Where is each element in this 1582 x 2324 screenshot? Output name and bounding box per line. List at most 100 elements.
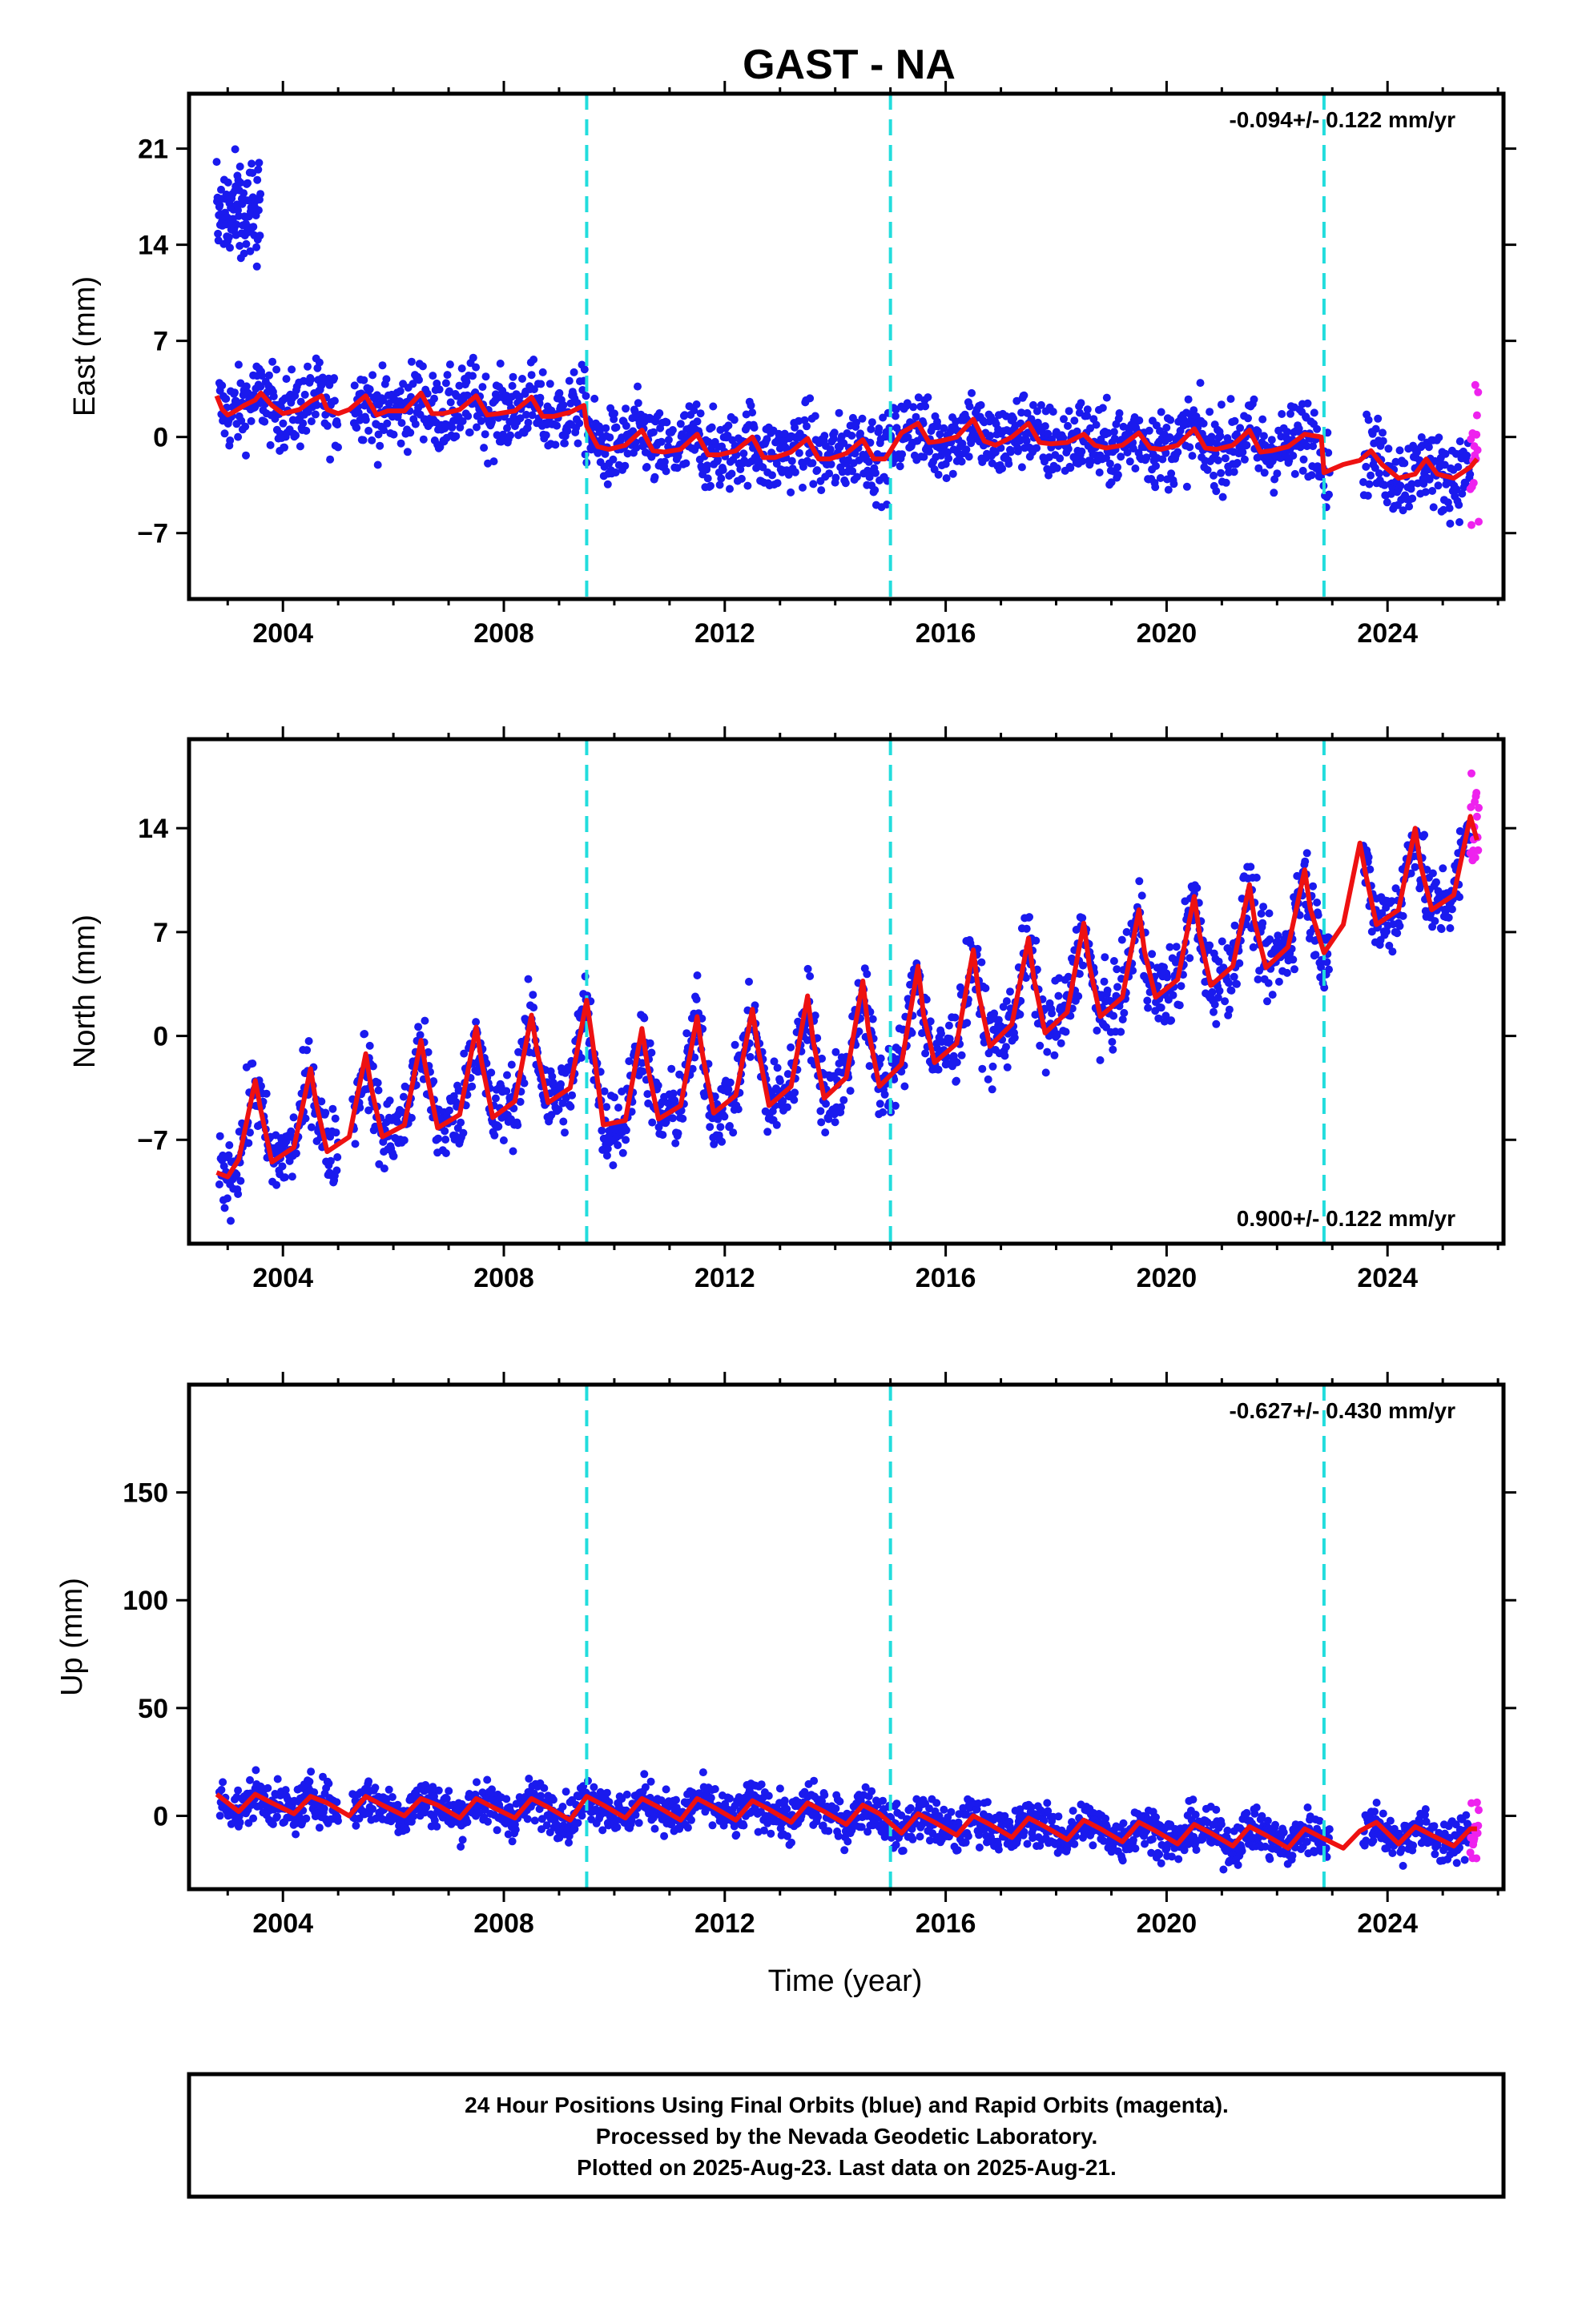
final-orbit-point xyxy=(1440,460,1449,469)
final-orbit-point xyxy=(361,416,370,424)
final-orbit-point xyxy=(772,1120,781,1129)
final-orbit-point xyxy=(1177,982,1185,991)
final-orbit-point xyxy=(698,1768,707,1777)
final-orbit-point xyxy=(256,231,264,240)
final-orbit-point xyxy=(952,1076,960,1085)
final-orbit-point xyxy=(503,1071,511,1080)
final-orbit-point xyxy=(1303,399,1312,408)
final-orbit-point xyxy=(224,1151,233,1160)
final-orbit-point xyxy=(820,1791,829,1799)
final-orbit-point xyxy=(1411,862,1419,871)
final-orbit-point xyxy=(296,397,305,406)
final-orbit-point xyxy=(1060,415,1068,424)
final-orbit-point xyxy=(791,423,799,432)
final-orbit-point xyxy=(1250,395,1258,404)
final-orbit-point xyxy=(1004,460,1013,468)
final-orbit-point xyxy=(333,1153,342,1161)
final-orbit-point xyxy=(965,402,974,411)
final-orbit-point xyxy=(365,1041,374,1050)
final-orbit-point xyxy=(561,439,569,448)
final-orbit-point xyxy=(1053,464,1061,472)
final-orbit-point xyxy=(214,229,223,238)
final-orbit-point xyxy=(393,1800,402,1809)
final-orbit-point xyxy=(925,447,934,456)
final-orbit-point xyxy=(565,1838,573,1847)
final-orbit-point xyxy=(1413,479,1422,488)
final-orbit-point xyxy=(731,1040,739,1049)
final-orbit-point xyxy=(373,460,382,469)
final-orbit-point xyxy=(548,1072,557,1081)
final-orbit-point xyxy=(1208,987,1217,996)
final-orbit-point xyxy=(352,1821,360,1830)
final-orbit-point xyxy=(397,439,405,448)
final-orbit-point xyxy=(724,421,733,430)
final-orbit-point xyxy=(321,1108,330,1117)
final-orbit-point xyxy=(1400,459,1409,468)
final-orbit-point xyxy=(957,457,966,466)
final-orbit-point xyxy=(667,1064,676,1073)
final-orbit-point xyxy=(1380,480,1389,489)
final-orbit-point xyxy=(678,1114,687,1123)
final-orbit-point xyxy=(1374,414,1383,423)
final-orbit-point xyxy=(803,422,811,431)
final-orbit-point xyxy=(416,1031,425,1039)
model-curve xyxy=(214,390,1479,481)
final-orbit-point xyxy=(273,1775,282,1783)
final-orbit-point xyxy=(1379,436,1387,445)
final-orbit-point xyxy=(1273,469,1282,478)
final-orbit-point xyxy=(279,419,288,428)
final-orbit-point xyxy=(693,417,702,426)
final-orbit-point xyxy=(307,1123,316,1132)
final-orbit-point xyxy=(683,1823,692,1832)
final-orbit-point xyxy=(1093,1026,1101,1035)
final-orbit-point xyxy=(247,416,256,425)
final-orbit-point xyxy=(1455,518,1463,526)
final-orbit-point xyxy=(1167,1016,1176,1025)
final-orbit-point xyxy=(696,409,705,418)
final-orbit-point xyxy=(292,431,300,440)
final-orbit-point xyxy=(558,1803,567,1811)
final-orbit-point xyxy=(225,1141,234,1149)
y-axis-title: North (mm) xyxy=(68,915,102,1068)
final-orbit-point xyxy=(1041,1068,1050,1077)
final-orbit-point xyxy=(389,1152,398,1160)
final-orbit-point xyxy=(852,418,860,427)
final-orbit-point xyxy=(710,1140,719,1148)
final-orbit-point xyxy=(1057,1039,1065,1047)
final-orbit-point xyxy=(813,466,822,475)
final-orbit-point xyxy=(1169,480,1178,489)
final-orbit-point xyxy=(772,460,781,468)
final-orbit-point xyxy=(379,396,388,405)
final-orbit-point xyxy=(622,1136,630,1144)
final-orbit-point xyxy=(352,424,361,432)
final-orbit-point xyxy=(1043,1047,1052,1056)
final-orbit-point xyxy=(623,449,632,458)
final-orbit-point xyxy=(958,439,967,448)
final-orbit-point xyxy=(783,1070,792,1079)
final-orbit-point xyxy=(242,382,251,391)
final-orbit-point xyxy=(299,419,308,428)
final-orbit-point xyxy=(424,1047,433,1056)
plot-area xyxy=(215,1385,1483,1889)
final-orbit-point xyxy=(1049,408,1057,416)
final-orbit-point xyxy=(658,1131,667,1140)
final-orbit-point xyxy=(334,1816,342,1825)
final-orbit-point xyxy=(433,1822,441,1831)
final-orbit-point xyxy=(657,437,666,446)
final-orbit-point xyxy=(867,1787,876,1795)
final-orbit-point xyxy=(714,456,723,464)
final-orbit-point xyxy=(795,448,803,457)
final-orbit-point xyxy=(219,1778,227,1787)
final-orbit-point xyxy=(662,1785,670,1794)
final-orbit-point xyxy=(248,159,256,168)
final-orbit-point xyxy=(445,360,454,369)
final-orbit-point xyxy=(883,501,892,509)
final-orbit-point xyxy=(963,1019,972,1027)
final-orbit-point xyxy=(321,410,330,419)
final-orbit-point xyxy=(1006,987,1014,996)
final-orbit-point xyxy=(879,413,888,422)
final-orbit-point xyxy=(364,1106,373,1115)
final-orbit-point xyxy=(634,1819,643,1827)
final-orbit-point xyxy=(530,1816,539,1825)
final-orbit-point xyxy=(429,1077,438,1086)
